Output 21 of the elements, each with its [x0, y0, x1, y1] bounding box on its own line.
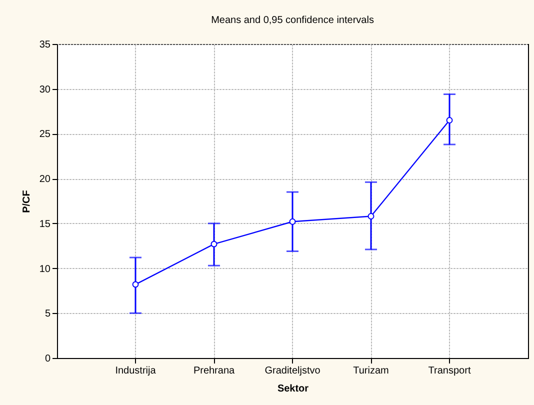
point: [368, 213, 374, 220]
y-tick-label: 35: [39, 40, 51, 50]
point: [210, 240, 218, 248]
y-tick-label: 30: [39, 84, 51, 96]
y-tick-label: 20: [39, 174, 51, 186]
chart-title: Means and 0,95 confidence intervals: [211, 15, 374, 26]
x-tick-label: Graditeljstvo: [264, 366, 321, 376]
y-axis-title: P/CF: [21, 190, 32, 213]
point: [289, 218, 296, 225]
x-axis-title: Sektor: [277, 384, 309, 394]
x-tick-label: Prehrana: [193, 366, 236, 376]
y-tick-label: 25: [39, 129, 51, 140]
y-tick-label: 10: [39, 264, 51, 275]
y-tick-label: 15: [39, 218, 51, 230]
point: [132, 281, 139, 288]
x-tick-label: Industrija: [115, 366, 156, 376]
y-tick-label: 5: [44, 308, 51, 320]
x-tick-label: Transport: [428, 366, 471, 376]
y-tick-label: 0: [44, 354, 51, 364]
x-tick-label: Turizam: [353, 366, 389, 376]
point: [446, 117, 453, 124]
